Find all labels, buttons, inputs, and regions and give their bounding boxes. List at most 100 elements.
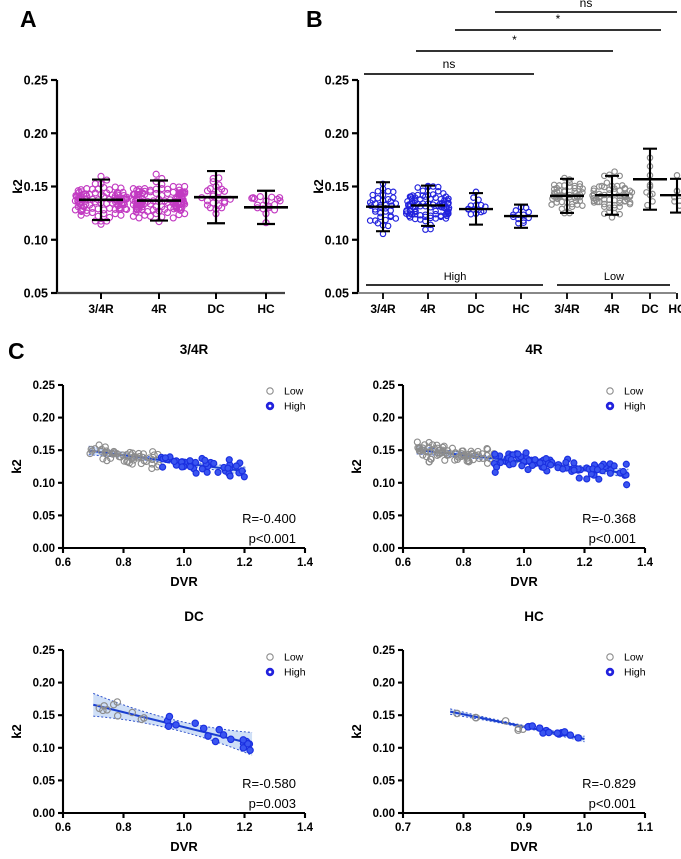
scatter-y-tick-label: 0.15 xyxy=(373,445,396,457)
data-point-low xyxy=(501,717,510,725)
data-point-low xyxy=(484,445,492,453)
scatter-y-axis-title: k2 xyxy=(9,724,24,738)
data-point xyxy=(163,189,172,197)
data-point xyxy=(558,198,566,206)
data-point xyxy=(616,187,623,195)
scatter-x-tick-label: 1.2 xyxy=(237,822,253,834)
data-point-high xyxy=(595,475,603,483)
legend-marker-high-center xyxy=(268,670,272,674)
data-point-low xyxy=(87,445,95,453)
panel-a-errorbar xyxy=(79,178,123,222)
scatter-p-value: p<0.001 xyxy=(249,531,296,546)
data-point xyxy=(97,220,105,228)
scatter-legend-34R: Low High xyxy=(265,386,306,413)
scatter-plot-4R: 4R 0.00 0.05 0.10 0.15 0.20 0.25 0.6 0.8 1.0 1.2 1.… xyxy=(349,342,654,589)
scatter-x-axis-title: DVR xyxy=(510,839,538,854)
panel-a-y-tick-label: 0.20 xyxy=(24,127,48,141)
data-point xyxy=(249,194,257,202)
data-point xyxy=(673,172,681,179)
data-point-high xyxy=(225,456,233,464)
data-point-high xyxy=(172,721,180,729)
data-point xyxy=(374,188,382,195)
panel-b-y-tick-label: 0.25 xyxy=(325,74,349,88)
data-point xyxy=(606,171,613,179)
data-point xyxy=(568,203,576,211)
scatter-y-axis-title: k2 xyxy=(9,459,24,473)
scatter-title-4R: 4R xyxy=(525,342,543,357)
data-point xyxy=(129,212,137,220)
data-point-high xyxy=(540,463,548,471)
data-point xyxy=(437,196,445,203)
scatter-p-value: p=0.003 xyxy=(249,796,296,811)
panel-b-cat-label-high-HC: HC xyxy=(512,302,530,316)
panel-b-y-tick-label: 0.20 xyxy=(325,127,349,141)
data-point-low xyxy=(413,438,421,446)
data-point-low xyxy=(435,446,443,454)
data-point-low xyxy=(117,453,125,461)
panel-c-letter: C xyxy=(8,338,25,364)
scatter-y-tick-label: 0.10 xyxy=(33,478,55,490)
data-point xyxy=(579,202,586,209)
legend-label-high: High xyxy=(624,667,646,679)
data-point-high xyxy=(244,739,252,748)
scatter-y-axis-title: k2 xyxy=(349,459,364,473)
data-point xyxy=(146,212,155,220)
data-point xyxy=(369,191,377,199)
data-point xyxy=(477,201,485,209)
data-point xyxy=(611,168,618,175)
panel-a-cat-label-34R: 3/4R xyxy=(88,302,114,316)
panel-b-cat-label-high-34R: 3/4R xyxy=(370,302,396,316)
data-point xyxy=(576,193,584,201)
legend-marker-low xyxy=(606,653,614,661)
data-point xyxy=(203,187,212,195)
scatter-x-tick-label: 1.4 xyxy=(637,557,654,569)
scatter-y-tick-label: 0.15 xyxy=(373,710,396,722)
scatter-y-tick-label: 0.00 xyxy=(33,543,55,555)
data-point xyxy=(392,215,400,222)
data-point xyxy=(220,187,229,195)
scatter-p-value: p<0.001 xyxy=(589,531,636,546)
scatter-y-tick-label: 0.25 xyxy=(33,380,56,392)
data-point xyxy=(572,197,580,205)
scatter-x-tick-label: 0.6 xyxy=(55,557,71,569)
scatter-plot-HC: HC 0.00 0.05 0.10 0.15 0.20 0.25 0.7 0.8 0.9 1.0 1.… xyxy=(349,609,654,854)
data-point-high xyxy=(622,460,630,468)
data-point-low xyxy=(474,447,482,455)
data-point-high xyxy=(553,729,562,737)
data-point-high xyxy=(199,724,208,733)
data-point-high xyxy=(161,454,169,462)
scatter-x-tick-label: 0.6 xyxy=(55,822,71,834)
scatter-y-tick-label: 0.20 xyxy=(373,413,395,425)
data-point-low xyxy=(514,724,523,733)
data-point-low xyxy=(111,449,119,457)
data-point-high xyxy=(170,457,178,466)
data-point-low xyxy=(113,712,122,720)
data-point xyxy=(384,188,392,195)
scatter-x-tick-label: 0.8 xyxy=(116,822,133,834)
data-point-high xyxy=(239,736,248,744)
data-point-high xyxy=(191,719,200,728)
data-point-high xyxy=(211,737,220,746)
data-point-low xyxy=(150,451,158,459)
panel-a-errorbar xyxy=(194,169,238,225)
data-point xyxy=(169,214,177,222)
sig-bracket-3-label: * xyxy=(556,12,561,26)
panel-b: B 0.05 0.10 0.15 0.20 0.25 k2 3/4R 4R DC HC 3/4R 4R D… xyxy=(306,0,681,316)
data-point-high xyxy=(226,472,234,480)
data-point-high xyxy=(574,734,583,742)
scatter-y-tick-label: 0.25 xyxy=(373,645,396,657)
data-point-low xyxy=(428,441,437,449)
panel-b-errorbar xyxy=(411,184,445,227)
scatter-y-tick-label: 0.05 xyxy=(33,510,56,522)
scatter-y-tick-label: 0.15 xyxy=(33,710,56,722)
scatter-x-tick-label: 1.2 xyxy=(577,557,593,569)
panel-b-letter: B xyxy=(306,6,323,32)
scatter-r-value: R=-0.580 xyxy=(242,776,296,791)
data-point-high xyxy=(239,744,248,752)
data-point xyxy=(573,193,581,201)
group-bar-label-low: Low xyxy=(604,271,624,283)
scatter-x-tick-label: 0.8 xyxy=(456,822,473,834)
data-point-low xyxy=(457,453,465,461)
data-point-high xyxy=(509,460,517,468)
